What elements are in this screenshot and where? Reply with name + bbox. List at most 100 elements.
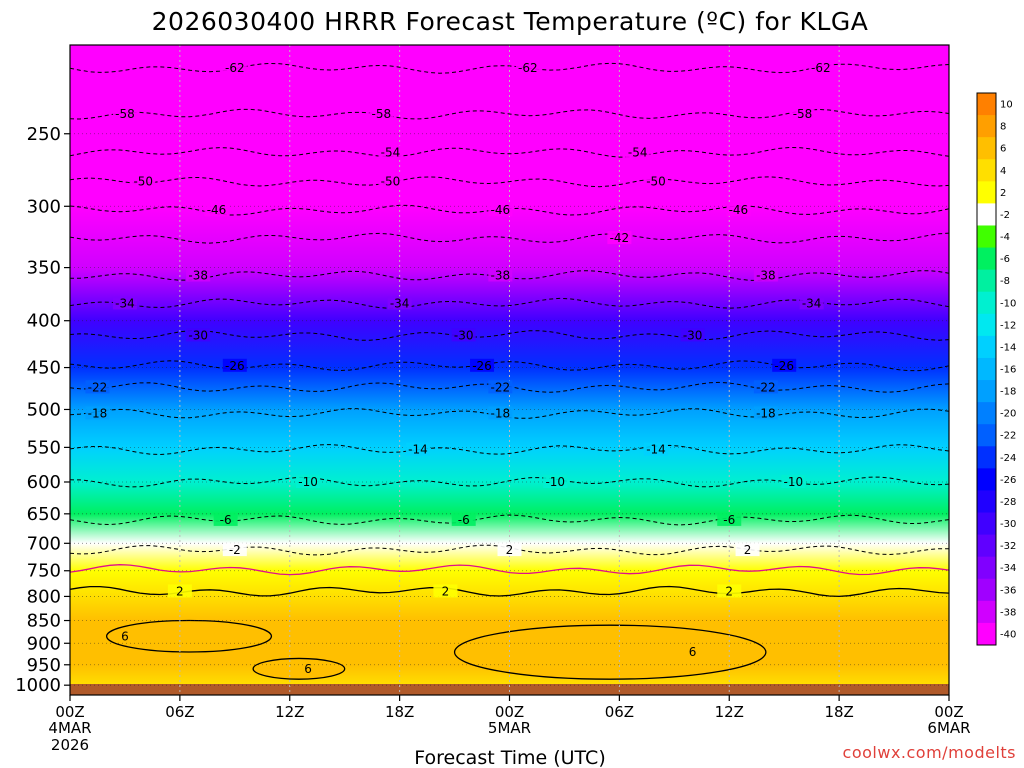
- warm-region-label: 6: [689, 645, 697, 659]
- contour-line-m54: [70, 146, 949, 158]
- contour-label-bg: [753, 380, 778, 394]
- contour-label: -46: [207, 203, 227, 217]
- contour-label: -42: [610, 231, 630, 245]
- contour-label: 2: [506, 543, 514, 557]
- contour-label-bg: [607, 231, 632, 245]
- colorbar-label: -12: [1000, 320, 1016, 331]
- x-tick-label: 18Z: [824, 703, 853, 721]
- colorbar-swatch: [977, 446, 996, 469]
- contour-label-bg: [717, 584, 742, 598]
- plot-area: 666 -62 -62 -62-58 -58 -58-54 -54-50 -50 -50-46…: [69, 44, 950, 696]
- contour-label-bg: [753, 406, 778, 420]
- contour-label: -6: [458, 513, 470, 527]
- contour-label-bg: [488, 406, 513, 420]
- contour-line-2: [70, 585, 949, 598]
- contour-label-bg: [213, 512, 238, 526]
- contour-label-bg: [85, 406, 110, 420]
- contour-label: -26: [774, 359, 794, 373]
- contour-label: -26: [472, 359, 492, 373]
- colorbar-label: -14: [1000, 342, 1016, 353]
- contour-label: -30: [683, 328, 703, 342]
- colorbar-label: -32: [1000, 541, 1016, 552]
- contour-label-bg: [488, 203, 513, 217]
- y-tick-label: 900: [27, 633, 61, 654]
- contour-label: -10: [545, 475, 565, 489]
- colorbar-swatch: [977, 578, 996, 602]
- contour-label: -38: [756, 268, 776, 282]
- contour-label-bg: [470, 358, 495, 372]
- contour-label: -30: [454, 328, 474, 342]
- contour-label: -34: [802, 296, 822, 310]
- colorbar-label: -4: [1000, 232, 1010, 243]
- ground-strip: [70, 684, 949, 695]
- contour-label: -10: [784, 475, 804, 489]
- contour-label: -14: [408, 443, 428, 457]
- warm-regions: 6 6 6: [105, 619, 767, 680]
- contour-label-bg: [772, 358, 797, 372]
- contour-label: -58: [793, 107, 813, 121]
- contour-label: -58: [115, 107, 135, 121]
- contour-label: 2: [442, 584, 450, 598]
- y-tick-label: 850: [27, 611, 61, 632]
- colorbar-label: -36: [1000, 585, 1016, 596]
- warm-region-1: [105, 619, 273, 653]
- contour-label: -18: [756, 406, 776, 420]
- colorbar-label: -16: [1000, 365, 1016, 376]
- contour-label: 2: [725, 584, 733, 598]
- contour-label-bg: [808, 61, 833, 75]
- colorbar-label: -28: [1000, 497, 1016, 508]
- colorbar-label: -2: [1000, 210, 1010, 221]
- contour-line-m42: [70, 232, 949, 244]
- colorbar-swatch: [977, 534, 996, 558]
- contour-label: -22: [756, 380, 776, 394]
- contour-line-0: [70, 564, 949, 576]
- contour-label: -34: [115, 296, 135, 310]
- warm-region-label: 6: [121, 629, 129, 643]
- contour-label-bg: [680, 328, 705, 342]
- contour-label-bg: [222, 358, 247, 372]
- warm-region-2: [252, 657, 346, 680]
- contour-label: -2: [229, 543, 241, 557]
- contour-label-bg: [753, 268, 778, 282]
- contour-label-bg: [296, 474, 321, 488]
- colorbar-label: -6: [1000, 254, 1010, 265]
- x-tick-label: 06Z: [605, 703, 634, 721]
- y-tick-label: 350: [27, 258, 61, 279]
- y-tick-label: 750: [27, 561, 61, 582]
- x-tick-date-label: 5MAR: [488, 719, 531, 737]
- contour-line-m62: [70, 62, 949, 74]
- contour-label: -62: [811, 61, 831, 75]
- colorbar: 10 8 6 4 2 -2 -4 -6 -8 -10 -12 -14 -16 -18 -20 -22 -24 -2…: [976, 92, 1016, 646]
- contour-label-bg: [222, 61, 247, 75]
- chart-title: 2026030400 HRRR Forecast Temperature (ºC…: [152, 7, 869, 36]
- colorbar-swatch: [977, 93, 996, 116]
- y-tick-label: 800: [27, 586, 61, 607]
- y-tick-label: 550: [27, 437, 61, 458]
- x-tick-label: 12Z: [275, 703, 304, 721]
- contour-label-bg: [515, 61, 540, 75]
- colorbar-swatch: [977, 181, 996, 204]
- contour-label: 2: [744, 543, 752, 557]
- colorbar-swatch: [977, 115, 996, 138]
- contour-line-m26: [70, 360, 949, 372]
- contour-label-bg: [405, 442, 430, 456]
- contour-label-bg: [222, 543, 247, 557]
- contour-label-bg: [131, 174, 156, 188]
- colorbar-swatch: [977, 556, 996, 580]
- colorbar-label: -38: [1000, 607, 1016, 618]
- contour-label-bg: [735, 543, 760, 557]
- contour-label: -54: [381, 145, 401, 159]
- contour-line-m14: [70, 444, 949, 456]
- colorbar-label: -24: [1000, 453, 1016, 464]
- colorbar-label: -20: [1000, 409, 1016, 420]
- contour-label-bg: [488, 268, 513, 282]
- contour-label-bg: [369, 107, 394, 121]
- contour-label-bg: [726, 203, 751, 217]
- contour-label-bg: [625, 145, 650, 159]
- colorbar-swatch: [977, 203, 996, 226]
- colorbar-label: -10: [1000, 298, 1016, 309]
- y-tick-label: 250: [27, 124, 61, 145]
- contour-label-bg: [378, 174, 403, 188]
- contour-label-bg: [85, 380, 110, 394]
